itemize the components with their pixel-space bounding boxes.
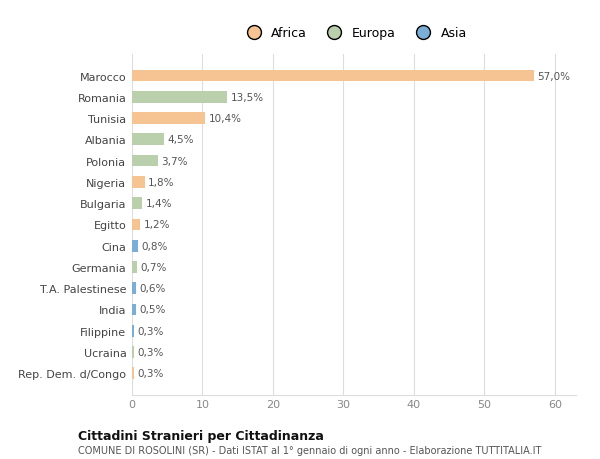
Bar bbox=[132, 283, 136, 294]
Text: 0,3%: 0,3% bbox=[137, 326, 164, 336]
Text: 0,3%: 0,3% bbox=[137, 369, 164, 379]
Text: Cittadini Stranieri per Cittadinanza: Cittadini Stranieri per Cittadinanza bbox=[78, 429, 324, 442]
Bar bbox=[132, 198, 142, 209]
Text: 0,6%: 0,6% bbox=[140, 284, 166, 294]
Bar bbox=[132, 156, 158, 167]
Text: 13,5%: 13,5% bbox=[230, 93, 264, 102]
Text: 0,5%: 0,5% bbox=[139, 305, 166, 315]
Text: COMUNE DI ROSOLINI (SR) - Dati ISTAT al 1° gennaio di ogni anno - Elaborazione T: COMUNE DI ROSOLINI (SR) - Dati ISTAT al … bbox=[78, 445, 541, 455]
Bar bbox=[132, 177, 145, 188]
Bar bbox=[132, 134, 164, 146]
Bar bbox=[132, 241, 137, 252]
Bar bbox=[132, 113, 205, 125]
Bar bbox=[132, 262, 137, 273]
Bar bbox=[132, 71, 534, 82]
Text: 10,4%: 10,4% bbox=[209, 114, 242, 124]
Text: 1,2%: 1,2% bbox=[144, 220, 170, 230]
Bar bbox=[132, 368, 134, 379]
Text: 4,5%: 4,5% bbox=[167, 135, 194, 145]
Bar bbox=[132, 92, 227, 103]
Bar bbox=[132, 347, 134, 358]
Bar bbox=[132, 304, 136, 316]
Text: 1,8%: 1,8% bbox=[148, 178, 175, 187]
Text: 57,0%: 57,0% bbox=[537, 71, 570, 81]
Text: 0,7%: 0,7% bbox=[140, 263, 167, 272]
Text: 0,3%: 0,3% bbox=[137, 347, 164, 357]
Bar bbox=[132, 219, 140, 231]
Text: 1,4%: 1,4% bbox=[145, 199, 172, 209]
Legend: Africa, Europa, Asia: Africa, Europa, Asia bbox=[241, 28, 467, 40]
Text: 3,7%: 3,7% bbox=[161, 156, 188, 166]
Bar bbox=[132, 325, 134, 337]
Text: 0,8%: 0,8% bbox=[141, 241, 167, 251]
